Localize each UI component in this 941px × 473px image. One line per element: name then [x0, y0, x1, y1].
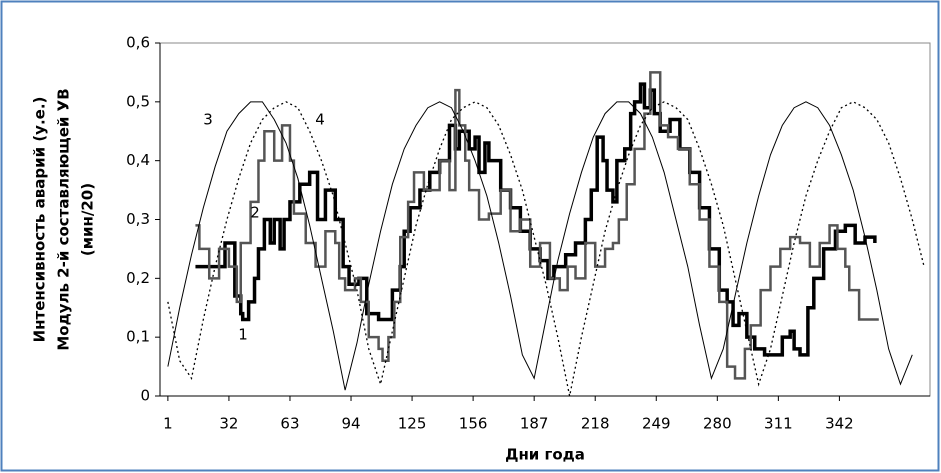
y-axis-title: (мин/20)	[79, 183, 97, 256]
series-line	[195, 71, 879, 380]
y-tick-label: 0,3	[126, 210, 150, 228]
y-tick-label: 0,2	[126, 269, 150, 287]
x-tick-label: 249	[642, 415, 671, 433]
x-tick-label: 125	[398, 415, 427, 433]
x-tick-label: 1	[163, 415, 173, 433]
y-tick-label: 0,1	[126, 328, 150, 346]
y-tick-label: 0,6	[126, 34, 150, 52]
series-label: 2	[250, 204, 260, 222]
x-tick-label: 280	[703, 415, 732, 433]
y-tick-label: 0,5	[126, 92, 150, 110]
series-line	[167, 101, 913, 391]
y-tick-label: 0,4	[126, 151, 150, 169]
series-label: 1	[238, 326, 248, 344]
y-axis-title: Интенсивность аварий (у.е.)	[31, 97, 49, 343]
x-tick-label: 218	[581, 415, 610, 433]
x-tick-label: 342	[825, 415, 854, 433]
x-tick-label: 63	[280, 415, 299, 433]
x-tick-label: 311	[764, 415, 793, 433]
series-label: 4	[315, 111, 325, 129]
x-tick-label: 32	[219, 415, 238, 433]
x-tick-label: 94	[341, 415, 360, 433]
y-axis-title: Модуль 2-й составляющей УВ	[55, 88, 73, 350]
series-label: 3	[203, 111, 213, 129]
x-axis-title: Дни года	[505, 446, 585, 464]
y-tick-label: 0	[140, 387, 150, 405]
x-tick-label: 187	[520, 415, 549, 433]
x-tick-label: 156	[459, 415, 488, 433]
